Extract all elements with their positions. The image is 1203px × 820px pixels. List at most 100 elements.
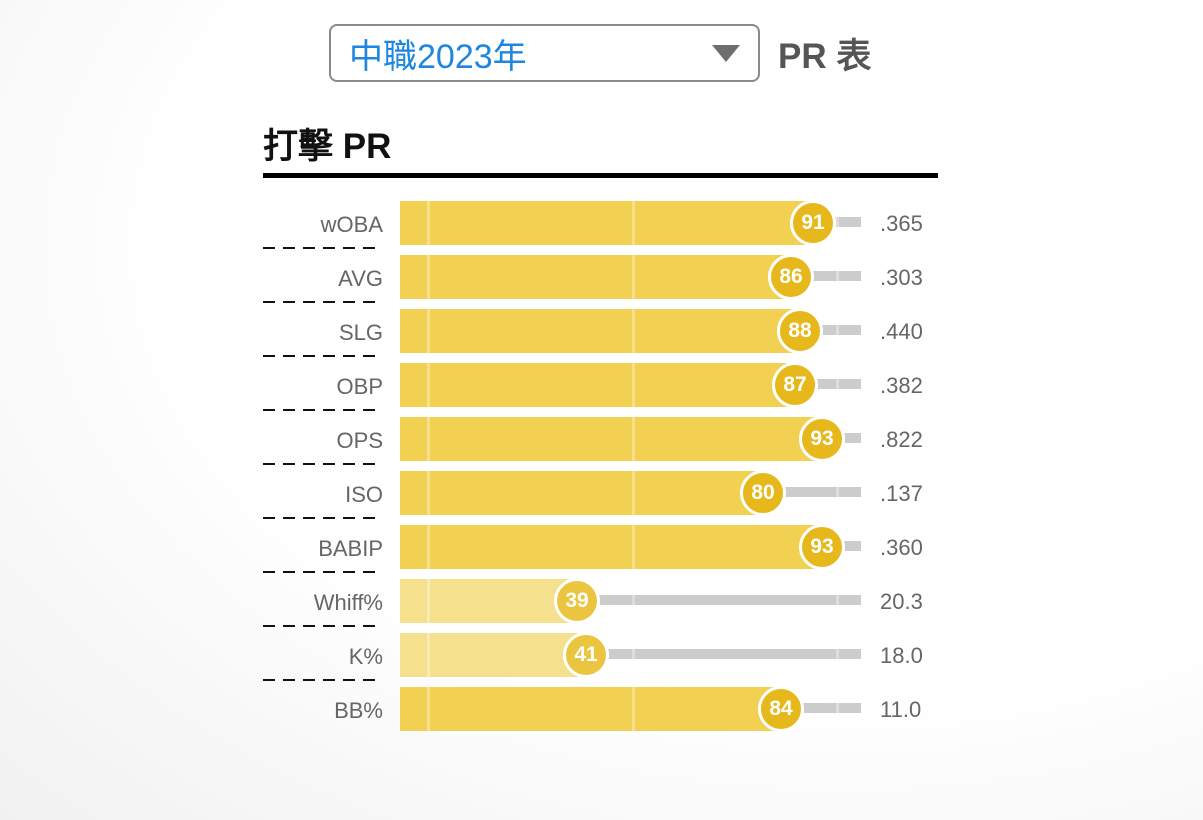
stat-value: 20.3 [880,589,923,614]
pr-badge: 84 [758,686,804,732]
stat-value: .822 [880,427,923,452]
gridline [427,525,430,569]
bar-area: 93 [400,416,861,462]
gridline [836,363,839,407]
row-divider [263,517,379,519]
bar-area: 41 [400,632,861,678]
gridline [632,687,635,731]
gridline [427,417,430,461]
bar-area: 87 [400,362,861,408]
stat-label: ISO [345,482,383,507]
gridline [632,255,635,299]
pr-badge: 93 [799,416,845,462]
remaining-track [809,271,861,281]
gridline [632,525,635,569]
row-divider [263,409,379,411]
gridline [632,363,635,407]
remaining-track [818,325,861,335]
pr-badge: 93 [799,524,845,570]
gridline [632,579,635,623]
remaining-track [840,541,861,551]
pr-bar [400,309,804,353]
pr-badge: 87 [772,362,818,408]
gridline [632,201,635,245]
pr-badge: 91 [790,200,836,246]
bar-area: 39 [400,578,861,624]
season-select[interactable]: 中職2023年 [329,24,760,82]
section-title: 打擊 PR [263,127,392,166]
gridline [427,201,430,245]
stat-label: OBP [336,374,383,399]
bar-area: 88 [400,308,861,354]
remaining-track [831,217,861,227]
stat-label: BABIP [318,536,383,561]
gridline [427,633,430,677]
gridline [427,687,430,731]
bar-area: 86 [400,254,861,300]
stat-value: .365 [880,211,923,236]
bar-area: 91 [400,200,861,246]
chart-row: BB% 84 11.0 [263,679,963,732]
gridline [632,417,635,461]
gridline [836,201,839,245]
remaining-track [840,433,861,443]
pr-badge: 88 [777,308,823,354]
chart-row: Whiff% 39 20.3 [263,571,963,624]
row-divider [263,301,379,303]
chart-row: K% 41 18.0 [263,625,963,678]
gridline [427,471,430,515]
bar-area: 80 [400,470,861,516]
pr-bar [400,525,826,569]
chart-row: AVG 86 .303 [263,247,963,300]
chart-row: BABIP 93 .360 [263,517,963,570]
pr-bar [400,255,795,299]
gridline [427,363,430,407]
row-divider [263,247,379,249]
pr-bar [400,471,767,515]
stat-label: K% [348,644,383,669]
gridline [427,255,430,299]
pr-bar [400,633,590,677]
chart-row: SLG 88 .440 [263,301,963,354]
stat-value: .303 [880,265,923,290]
stat-label: BB% [334,698,383,723]
stat-label: wOBA [320,212,383,237]
bar-area: 93 [400,524,861,570]
chart-row: ISO 80 .137 [263,463,963,516]
row-divider [263,355,379,357]
gridline [836,687,839,731]
gridline [632,309,635,353]
gridline [427,309,430,353]
gridline [632,471,635,515]
stat-value: .360 [880,535,923,560]
title-divider [263,173,938,178]
pr-bar [400,363,799,407]
stat-value: .137 [880,481,923,506]
bar-area: 84 [400,686,861,732]
chart-row: OPS 93 .822 [263,409,963,462]
chart-row: wOBA 91 .365 [263,200,963,246]
gridline [427,579,430,623]
gridline [836,471,839,515]
stat-value: 18.0 [880,643,923,668]
row-divider [263,679,379,681]
header: 中職2023年 PR 表 [329,24,871,82]
gridline [632,633,635,677]
remaining-track [604,649,861,659]
pr-badge: 86 [768,254,814,300]
row-divider [263,571,379,573]
caret-down-icon [712,44,740,62]
stat-value: .382 [880,373,923,398]
remaining-track [799,703,861,713]
row-divider [263,463,379,465]
pr-bar [400,417,826,461]
remaining-track [781,487,861,497]
gridline [836,255,839,299]
stat-value: 11.0 [880,697,922,722]
pr-table-label: PR 表 [778,36,872,76]
stat-label: Whiff% [313,590,383,615]
pr-bar [400,687,785,731]
remaining-track [813,379,861,389]
stat-label: SLG [338,320,383,345]
season-select-value: 中職2023年 [349,37,527,76]
